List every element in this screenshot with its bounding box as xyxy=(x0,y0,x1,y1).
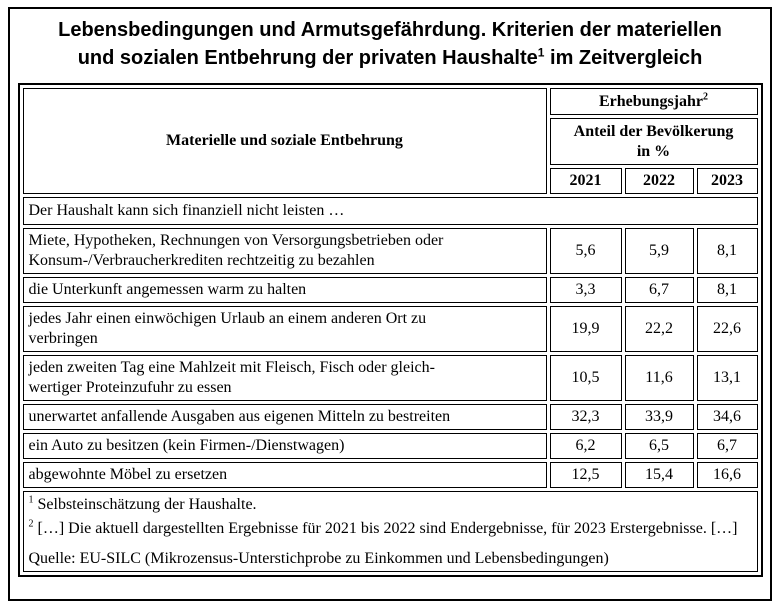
row-value-2023: 34,6 xyxy=(696,404,758,430)
footnote-2: 2 […] Die aktuell dargestellten Ergebnis… xyxy=(29,519,752,539)
row-value-2021: 10,5 xyxy=(549,355,622,401)
footnote-2-text: […] Die aktuell dargestellten Ergebnisse… xyxy=(37,520,738,537)
survey-year-footnote-marker: 2 xyxy=(703,91,709,103)
page-title-line1: Lebensbedingungen und Armutsgefährdung. … xyxy=(58,19,722,41)
row-value-2023: 6,7 xyxy=(696,433,758,459)
section-row-header: Der Haushalt kann sich finanziell nicht … xyxy=(22,197,758,225)
row-label: unerwartet anfallende Ausgaben aus eigen… xyxy=(22,404,547,430)
row-value-2022: 22,2 xyxy=(624,306,694,352)
source-line: Quelle: EU-SILC (Mikrozensus-Unterstichp… xyxy=(28,550,609,567)
row-label: ein Auto zu besitzen (kein Firmen-/Diens… xyxy=(22,433,547,459)
row-value-2023: 22,6 xyxy=(696,306,758,352)
title-footnote-marker: 1 xyxy=(537,45,545,60)
row-value-2022: 6,5 xyxy=(624,433,694,459)
footnotes-row: 1 Selbsteinschätzung der Haushalte. 2 […… xyxy=(22,491,758,572)
header-year-2023: 2023 xyxy=(696,168,758,194)
page-frame: Lebensbedingungen und Armutsgefährdung. … xyxy=(8,7,772,601)
header-row-1: Materielle und soziale Entbehrung Erhebu… xyxy=(22,88,758,194)
table-row: jedes Jahr einen einwöchigen Urlaub an e… xyxy=(22,306,758,352)
row-value-2023: 13,1 xyxy=(696,355,758,401)
row-value-2023: 8,1 xyxy=(696,228,758,274)
row-label: abgewohnte Möbel zu ersetzen xyxy=(22,462,547,488)
page-title: Lebensbedingungen und Armutsgefährdung. … xyxy=(14,16,766,72)
row-value-2021: 6,2 xyxy=(549,433,622,459)
footnote-1-text: Selbsteinschätzung der Haushalte. xyxy=(37,496,257,513)
header-criteria: Materielle und soziale Entbehrung xyxy=(22,88,547,194)
row-label: Miete, Hypotheken, Rechnungen von Versor… xyxy=(22,228,547,274)
table-row: Miete, Hypotheken, Rechnungen von Versor… xyxy=(22,228,758,274)
table-row: die Unterkunft angemessen warm zu halten… xyxy=(22,277,758,303)
footnote-2-marker: 2 xyxy=(28,518,34,530)
table-row: jeden zweiten Tag eine Mahlzeit mit Flei… xyxy=(22,355,758,401)
header-population-share: Anteil der Bevölkerung in % xyxy=(549,118,758,165)
footnote-1: 1 Selbsteinschätzung der Haushalte. xyxy=(29,495,752,515)
table-row: ein Auto zu besitzen (kein Firmen-/Diens… xyxy=(22,433,758,459)
header-row-3: 2021 2022 2023 xyxy=(23,168,758,194)
row-value-2022: 33,9 xyxy=(624,404,694,430)
row-label: jedes Jahr einen einwöchigen Urlaub an e… xyxy=(22,306,547,352)
table-row: abgewohnte Möbel zu ersetzen 12,5 15,4 1… xyxy=(22,462,758,488)
footnote-1-marker: 1 xyxy=(28,494,34,506)
row-value-2021: 5,6 xyxy=(549,228,622,274)
section-row: Der Haushalt kann sich finanziell nicht … xyxy=(22,197,758,225)
row-value-2022: 15,4 xyxy=(624,462,694,488)
row-value-2021: 19,9 xyxy=(549,306,622,352)
survey-year-label: Erhebungsjahr xyxy=(598,92,704,110)
header-survey-year: Erhebungsjahr2 xyxy=(549,88,758,115)
row-value-2022: 6,7 xyxy=(624,277,694,303)
row-value-2021: 32,3 xyxy=(549,404,622,430)
header-year-2022: 2022 xyxy=(624,168,694,194)
row-value-2023: 16,6 xyxy=(696,462,758,488)
table-row: unerwartet anfallende Ausgaben aus eigen… xyxy=(22,404,758,430)
row-label: jeden zweiten Tag eine Mahlzeit mit Flei… xyxy=(22,355,547,401)
page-title-line2: und sozialen Entbehrung der privaten Hau… xyxy=(77,47,538,69)
row-value-2023: 8,1 xyxy=(696,277,758,303)
header-row-2: Anteil der Bevölkerung in % xyxy=(23,118,758,165)
row-value-2022: 5,9 xyxy=(624,228,694,274)
page-title-line2-end: im Zeitvergleich xyxy=(544,47,703,69)
row-value-2021: 12,5 xyxy=(549,462,622,488)
row-value-2022: 11,6 xyxy=(624,355,694,401)
row-value-2021: 3,3 xyxy=(549,277,622,303)
header-year-2021: 2021 xyxy=(549,168,622,194)
row-label: die Unterkunft angemessen warm zu halten xyxy=(22,277,547,303)
footnotes-cell: 1 Selbsteinschätzung der Haushalte. 2 […… xyxy=(22,491,758,572)
deprivation-table: Materielle und soziale Entbehrung Erhebu… xyxy=(17,83,763,577)
